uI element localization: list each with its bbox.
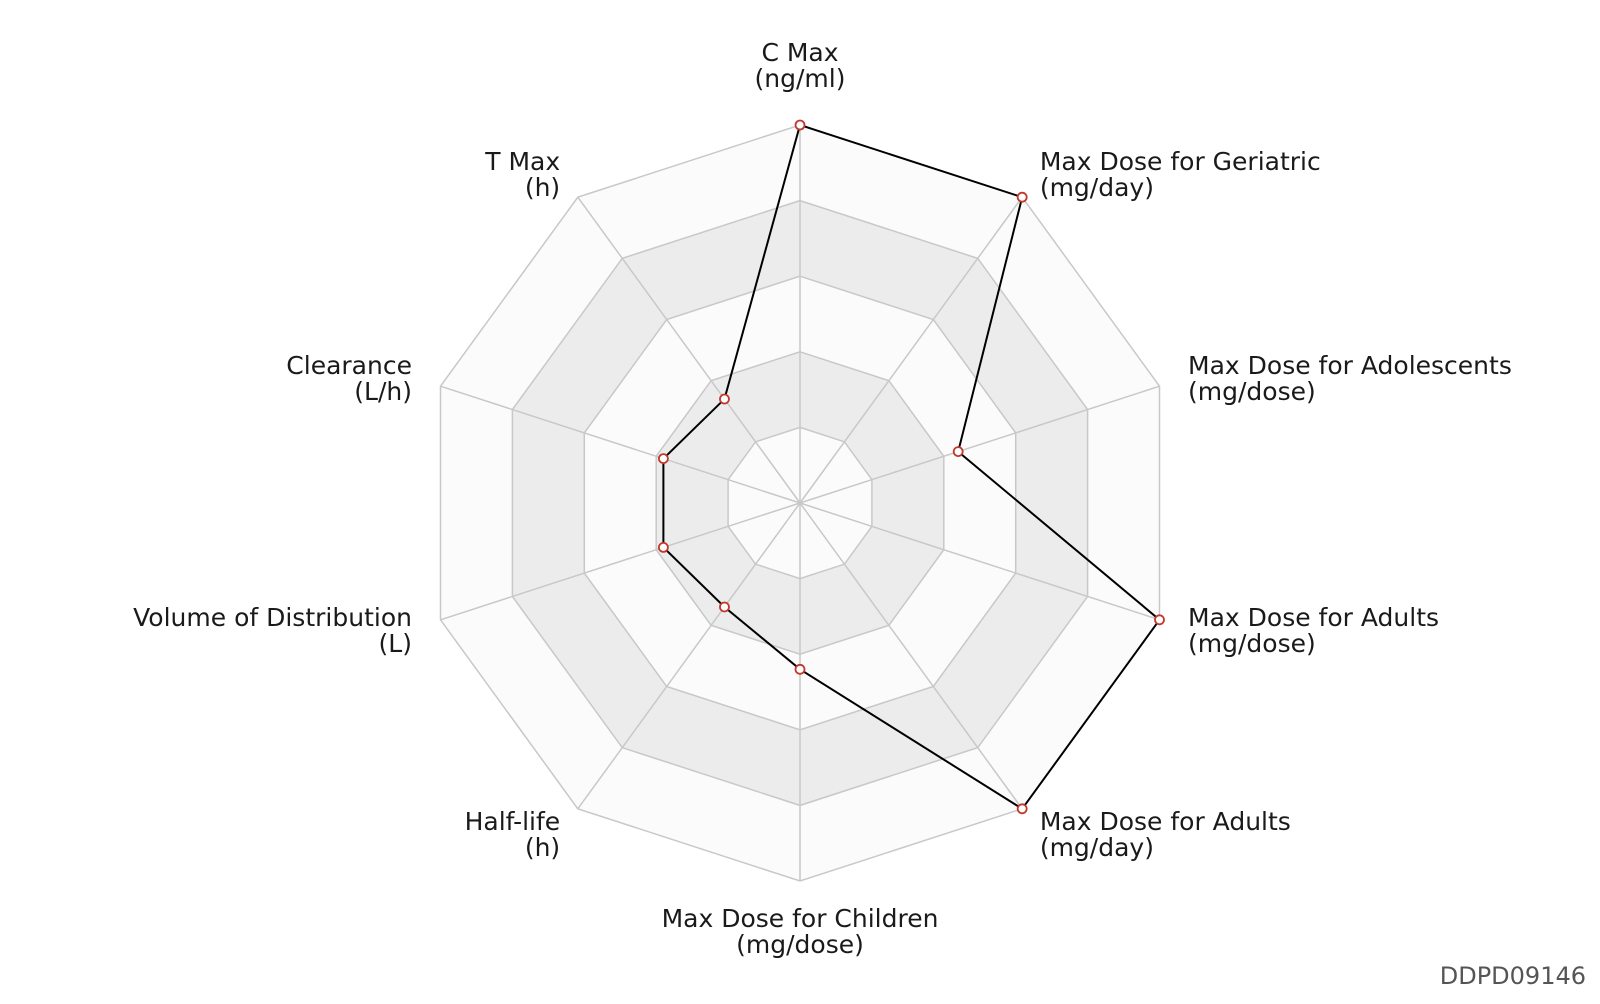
axis-spoke [799, 502, 1160, 621]
axis-label-unit: (L/h) [354, 377, 412, 406]
axis-spoke [799, 196, 1023, 504]
axis-label: Max Dose for Adolescents (mg/dose) [1188, 351, 1512, 406]
data-point [1016, 803, 1028, 815]
data-point [1016, 191, 1028, 203]
data-point [657, 541, 669, 553]
axis-label-name: Max Dose for Adults [1040, 807, 1291, 836]
axis-label-unit: (mg/day) [1040, 173, 1154, 202]
axis-label: Max Dose for Adults (mg/day) [1040, 807, 1291, 862]
axis-label-name: Max Dose for Adults [1188, 603, 1439, 632]
axis-spoke [577, 196, 801, 504]
chart-id: DDPD09146 [1439, 962, 1586, 990]
axis-label-unit: (mg/dose) [1188, 629, 1316, 658]
axis-spoke [440, 502, 801, 621]
axis-label-unit: (mg/dose) [736, 930, 864, 959]
axis-label: Max Dose for Adults (mg/dose) [1188, 603, 1439, 658]
series-group [657, 119, 1165, 815]
axis-label-unit: (ng/ml) [755, 64, 846, 93]
axis-label: Clearance (L/h) [286, 351, 412, 406]
axis-label-unit: (mg/day) [1040, 833, 1154, 862]
axis-spoke [799, 385, 1160, 504]
axis-spoke [577, 502, 801, 810]
data-point [719, 601, 730, 613]
axis-spokes [440, 125, 1160, 881]
data-point [719, 393, 730, 405]
axis-label-name: T Max [484, 147, 560, 176]
axis-label-name: C Max [761, 38, 838, 67]
axis-label-name: Max Dose for Children [662, 904, 939, 933]
axis-label-unit: (mg/dose) [1188, 377, 1316, 406]
axis-label-unit: (h) [525, 833, 560, 862]
axis-label-unit: (L) [379, 629, 412, 658]
axis-spoke [799, 502, 1023, 810]
data-point [657, 453, 669, 465]
data-point [1154, 614, 1165, 626]
data-point [794, 119, 806, 131]
axis-label: Max Dose for Children (mg/dose) [662, 904, 939, 959]
axis-label-name: Half-life [465, 807, 561, 836]
axis-label-unit: (h) [525, 173, 560, 202]
axis-label: Volume of Distribution (L) [133, 603, 412, 658]
data-point [794, 663, 806, 675]
axis-label-name: Max Dose for Geriatric [1040, 147, 1321, 176]
axis-label-name: Volume of Distribution [133, 603, 412, 632]
axis-label: C Max (ng/ml) [755, 38, 846, 93]
axis-label: Max Dose for Geriatric (mg/day) [1040, 147, 1321, 202]
axis-labels: C Max (ng/ml)Max Dose for Geriatric (mg/da… [133, 38, 1512, 959]
data-point [952, 446, 964, 458]
axis-label: T Max (h) [484, 147, 560, 202]
axis-spoke [440, 385, 801, 504]
axis-label-name: Max Dose for Adolescents [1188, 351, 1512, 380]
axis-label: Half-life (h) [465, 807, 561, 862]
axis-label-name: Clearance [286, 351, 412, 380]
